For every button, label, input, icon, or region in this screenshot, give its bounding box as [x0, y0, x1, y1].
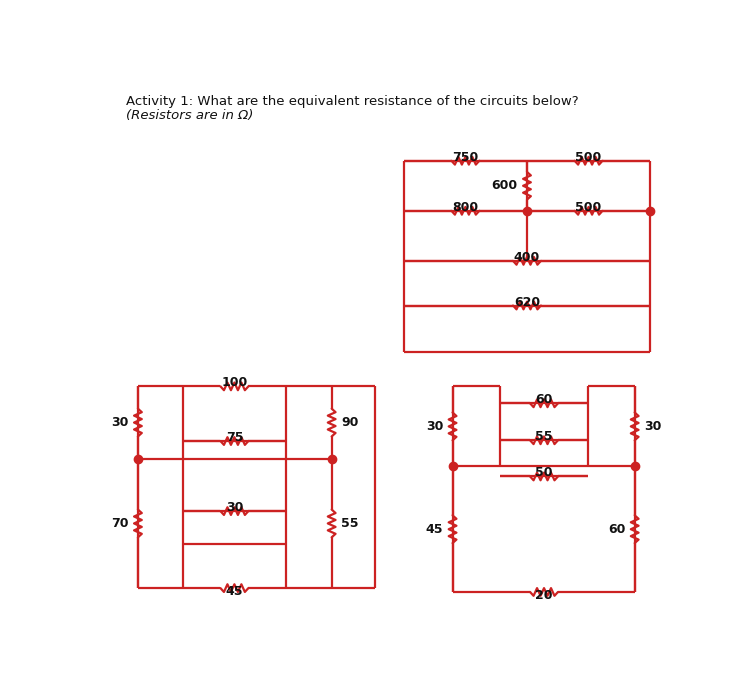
Text: Activity 1: What are the equivalent resistance of the circuits below?: Activity 1: What are the equivalent resi… [126, 96, 579, 108]
Text: 100: 100 [221, 376, 248, 389]
Text: 50: 50 [536, 466, 553, 480]
Text: 30: 30 [426, 420, 443, 433]
Text: 30: 30 [111, 416, 129, 429]
Text: 30: 30 [644, 420, 662, 433]
Text: 20: 20 [536, 589, 553, 602]
Text: 620: 620 [514, 295, 540, 309]
Text: 500: 500 [575, 151, 602, 164]
Text: 30: 30 [226, 501, 243, 514]
Text: 55: 55 [341, 517, 358, 530]
Text: 55: 55 [536, 430, 553, 443]
Text: 600: 600 [491, 179, 517, 192]
Text: 90: 90 [341, 416, 358, 429]
Text: 60: 60 [536, 393, 553, 406]
Text: 45: 45 [426, 523, 443, 535]
Text: 60: 60 [608, 523, 625, 535]
Text: 750: 750 [452, 151, 478, 164]
Text: 45: 45 [226, 585, 243, 598]
Text: 500: 500 [575, 201, 602, 214]
Text: 400: 400 [514, 251, 540, 264]
Text: 70: 70 [111, 517, 129, 530]
Text: 800: 800 [452, 201, 478, 214]
Text: (Resistors are in Ω): (Resistors are in Ω) [126, 109, 254, 122]
Text: 75: 75 [226, 431, 243, 444]
